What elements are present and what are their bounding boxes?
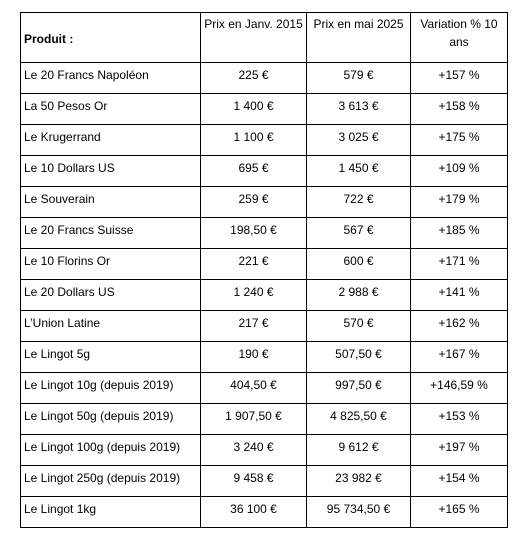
value-cell: +109 % [410, 155, 508, 187]
value-cell: +185 % [410, 217, 508, 249]
product-cell: Le 20 Francs Suisse [20, 217, 201, 249]
table-row: Le 20 Francs Suisse 198,50 €567 € +185 % [20, 217, 508, 249]
value-cell: +175 % [410, 124, 508, 156]
value-cell: +153 % [410, 403, 508, 435]
value-cell: 722 € [306, 186, 411, 218]
value-cell: +165 % [410, 496, 508, 528]
value-cell: +167 % [410, 341, 508, 373]
table-row: Le 20 Francs Napoléon 225 €579 € +157 % [20, 62, 508, 94]
value-cell: 567 € [306, 217, 411, 249]
value-cell: 36 100 € [200, 496, 307, 528]
column-header: Prix en mai 2025 [306, 12, 411, 63]
value-cell: 600 € [306, 248, 411, 280]
column-header: Variation % 10 ans [410, 12, 508, 63]
value-cell: 9 458 € [200, 465, 307, 497]
table-row: Le 10 Dollars US 695 €1 450 € +109 % [20, 155, 508, 187]
column-header: Prix en Janv. 2015 [200, 12, 307, 63]
table-row: Le Lingot 250g (depuis 2019) 9 458 €23 98… [20, 465, 508, 497]
table-row: Le Lingot 10g (depuis 2019) 404,50 €997,5… [20, 372, 508, 404]
value-cell: 1 450 € [306, 155, 411, 187]
value-cell: 507,50 € [306, 341, 411, 373]
value-cell: 570 € [306, 310, 411, 342]
product-cell: Le Lingot 5g [20, 341, 201, 373]
table-row: Le 20 Dollars US 1 240 €2 988 € +141 % [20, 279, 508, 311]
value-cell: 23 982 € [306, 465, 411, 497]
value-cell: 3 025 € [306, 124, 411, 156]
value-cell: 997,50 € [306, 372, 411, 404]
value-cell: +162 % [410, 310, 508, 342]
value-cell: 225 € [200, 62, 307, 94]
product-cell: Le Souverain [20, 186, 201, 218]
table-row: Le Lingot 50g (depuis 2019) 1 907,50 €4 8… [20, 403, 508, 435]
value-cell: 9 612 € [306, 434, 411, 466]
value-cell: +197 % [410, 434, 508, 466]
value-cell: 1 400 € [200, 93, 307, 125]
product-cell: Le Lingot 10g (depuis 2019) [20, 372, 201, 404]
product-cell: L’Union Latine [20, 310, 201, 342]
table-body: Le 20 Francs Napoléon 225 €579 € +157 % La … [20, 62, 508, 528]
price-table: Produit : Prix en Janv. 2015 Prix en mai 2… [20, 12, 508, 528]
value-cell: 695 € [200, 155, 307, 187]
table-row: Le 10 Florins Or 221 €600 € +171 % [20, 248, 508, 280]
value-cell: +157 % [410, 62, 508, 94]
value-cell: 1 100 € [200, 124, 307, 156]
table-row: La 50 Pesos Or 1 400 €3 613 € +158 % [20, 93, 508, 125]
value-cell: 198,50 € [200, 217, 307, 249]
value-cell: 4 825,50 € [306, 403, 411, 435]
product-cell: Le 10 Florins Or [20, 248, 201, 280]
table-row: Le Krugerrand 1 100 €3 025 € +175 % [20, 124, 508, 156]
value-cell: 95 734,50 € [306, 496, 411, 528]
product-cell: Le Lingot 250g (depuis 2019) [20, 465, 201, 497]
value-cell: 259 € [200, 186, 307, 218]
value-cell: 404,50 € [200, 372, 307, 404]
value-cell: 2 988 € [306, 279, 411, 311]
value-cell: 1 240 € [200, 279, 307, 311]
product-cell: Le 20 Francs Napoléon [20, 62, 201, 94]
product-cell: Le Lingot 100g (depuis 2019) [20, 434, 201, 466]
product-cell: Le Lingot 1kg [20, 496, 201, 528]
table-row: Le Lingot 100g (depuis 2019) 3 240 €9 612… [20, 434, 508, 466]
table-row: Le Souverain 259 €722 € +179 % [20, 186, 508, 218]
value-cell: 3 613 € [306, 93, 411, 125]
table-row: Le Lingot 1kg 36 100 €95 734,50 € +165 % [20, 496, 508, 528]
column-header: Produit : [20, 12, 201, 63]
product-cell: Le 20 Dollars US [20, 279, 201, 311]
value-cell: +146,59 % [410, 372, 508, 404]
value-cell: 3 240 € [200, 434, 307, 466]
product-cell: Le 10 Dollars US [20, 155, 201, 187]
value-cell: 1 907,50 € [200, 403, 307, 435]
value-cell: +158 % [410, 93, 508, 125]
value-cell: +154 % [410, 465, 508, 497]
value-cell: +179 % [410, 186, 508, 218]
header-row: Produit : Prix en Janv. 2015 Prix en mai 2… [20, 12, 508, 63]
value-cell: 221 € [200, 248, 307, 280]
value-cell: +141 % [410, 279, 508, 311]
table-row: Le Lingot 5g 190 €507,50 € +167 % [20, 341, 508, 373]
product-cell: Le Krugerrand [20, 124, 201, 156]
value-cell: 579 € [306, 62, 411, 94]
value-cell: 190 € [200, 341, 307, 373]
product-cell: Le Lingot 50g (depuis 2019) [20, 403, 201, 435]
table-row: L’Union Latine 217 €570 € +162 % [20, 310, 508, 342]
product-cell: La 50 Pesos Or [20, 93, 201, 125]
value-cell: 217 € [200, 310, 307, 342]
value-cell: +171 % [410, 248, 508, 280]
